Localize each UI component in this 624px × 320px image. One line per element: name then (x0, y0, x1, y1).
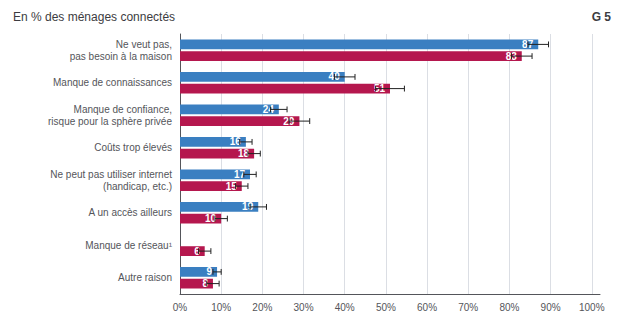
svg-text:Manque de confiance,: Manque de confiance, (74, 104, 172, 115)
svg-text:0%: 0% (173, 302, 188, 313)
svg-text:83: 83 (505, 50, 517, 62)
svg-text:60%: 60% (417, 302, 437, 313)
svg-text:Autre raison: Autre raison (118, 272, 172, 283)
svg-text:10: 10 (205, 213, 217, 224)
svg-text:Coûts trop élevés: Coûts trop élevés (94, 142, 172, 153)
svg-text:80%: 80% (499, 302, 519, 313)
svg-text:40: 40 (328, 71, 340, 83)
svg-text:40%: 40% (335, 302, 355, 313)
svg-text:70%: 70% (458, 302, 478, 313)
svg-text:pas besoin à la maison: pas besoin à la maison (70, 51, 172, 62)
svg-text:90%: 90% (541, 302, 561, 313)
svg-text:29: 29 (283, 115, 295, 127)
svg-text:50%: 50% (376, 302, 396, 313)
svg-text:20%: 20% (252, 302, 272, 313)
svg-text:8: 8 (202, 278, 208, 290)
svg-text:G 5: G 5 (592, 10, 612, 24)
svg-text:10%: 10% (211, 302, 231, 313)
svg-text:6: 6 (194, 245, 200, 257)
svg-text:51: 51 (373, 83, 385, 95)
svg-text:risque pour la sphère privée: risque pour la sphère privée (48, 116, 172, 127)
svg-text:16: 16 (230, 136, 242, 147)
svg-text:17: 17 (234, 169, 246, 180)
svg-text:A un accès ailleurs: A un accès ailleurs (89, 207, 172, 218)
svg-text:Ne peut pas utiliser internet: Ne peut pas utiliser internet (50, 169, 172, 180)
svg-text:18: 18 (238, 148, 250, 159)
svg-text:87: 87 (522, 38, 534, 50)
svg-text:30%: 30% (294, 302, 314, 313)
svg-text:9: 9 (206, 266, 212, 277)
svg-text:19: 19 (242, 201, 254, 213)
svg-text:En % des ménages connectés: En % des ménages connectés (13, 10, 175, 24)
svg-text:Manque de réseau¹: Manque de réseau¹ (85, 240, 172, 251)
svg-text:100%: 100% (579, 302, 605, 313)
svg-text:24: 24 (262, 103, 274, 115)
svg-text:(handicap, etc.): (handicap, etc.) (103, 181, 172, 192)
svg-text:Manque de connaissances: Manque de connaissances (53, 77, 172, 88)
svg-text:Ne veut pas,: Ne veut pas, (116, 39, 172, 50)
svg-text:15: 15 (226, 181, 238, 192)
